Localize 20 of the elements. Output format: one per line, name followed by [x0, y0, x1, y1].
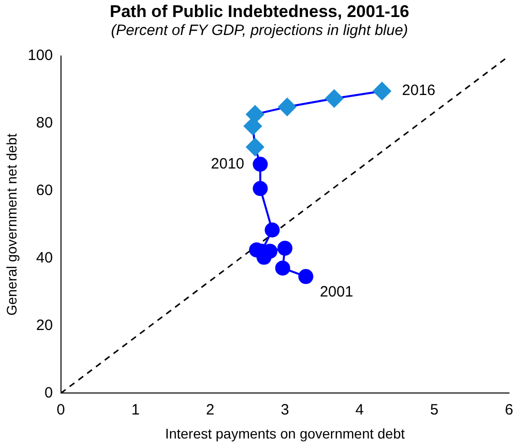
annotation: 2001	[320, 284, 354, 301]
x-axis-title: Interest payments on government debt	[165, 425, 405, 442]
y-tick-label: 100	[28, 47, 53, 64]
chart-title: Path of Public Indebtedness, 2001-16	[108, 2, 410, 22]
x-tick-label: 0	[56, 401, 65, 418]
y-tick-label: 80	[36, 114, 53, 132]
y-axis-title: General government net debt	[3, 133, 20, 316]
x-tick-label: 3	[280, 401, 290, 418]
y-tick-label: 0	[44, 384, 53, 402]
x-tick-label: 4	[355, 401, 364, 418]
x-tick-label: 1	[131, 401, 140, 418]
x-tick-label: 2	[206, 401, 214, 418]
annotation: 2010	[210, 155, 244, 172]
x-tick-label: 5	[430, 401, 438, 418]
chart-subtitle: (Percent of FY GDP, projections in light blue)	[110, 22, 410, 39]
y-tick-label: 40	[36, 249, 53, 266]
x-tick-label: 6	[504, 401, 514, 418]
y-tick-label: 20	[36, 316, 53, 334]
annotation: 2016	[402, 82, 436, 100]
y-tick-label: 60	[36, 182, 53, 200]
